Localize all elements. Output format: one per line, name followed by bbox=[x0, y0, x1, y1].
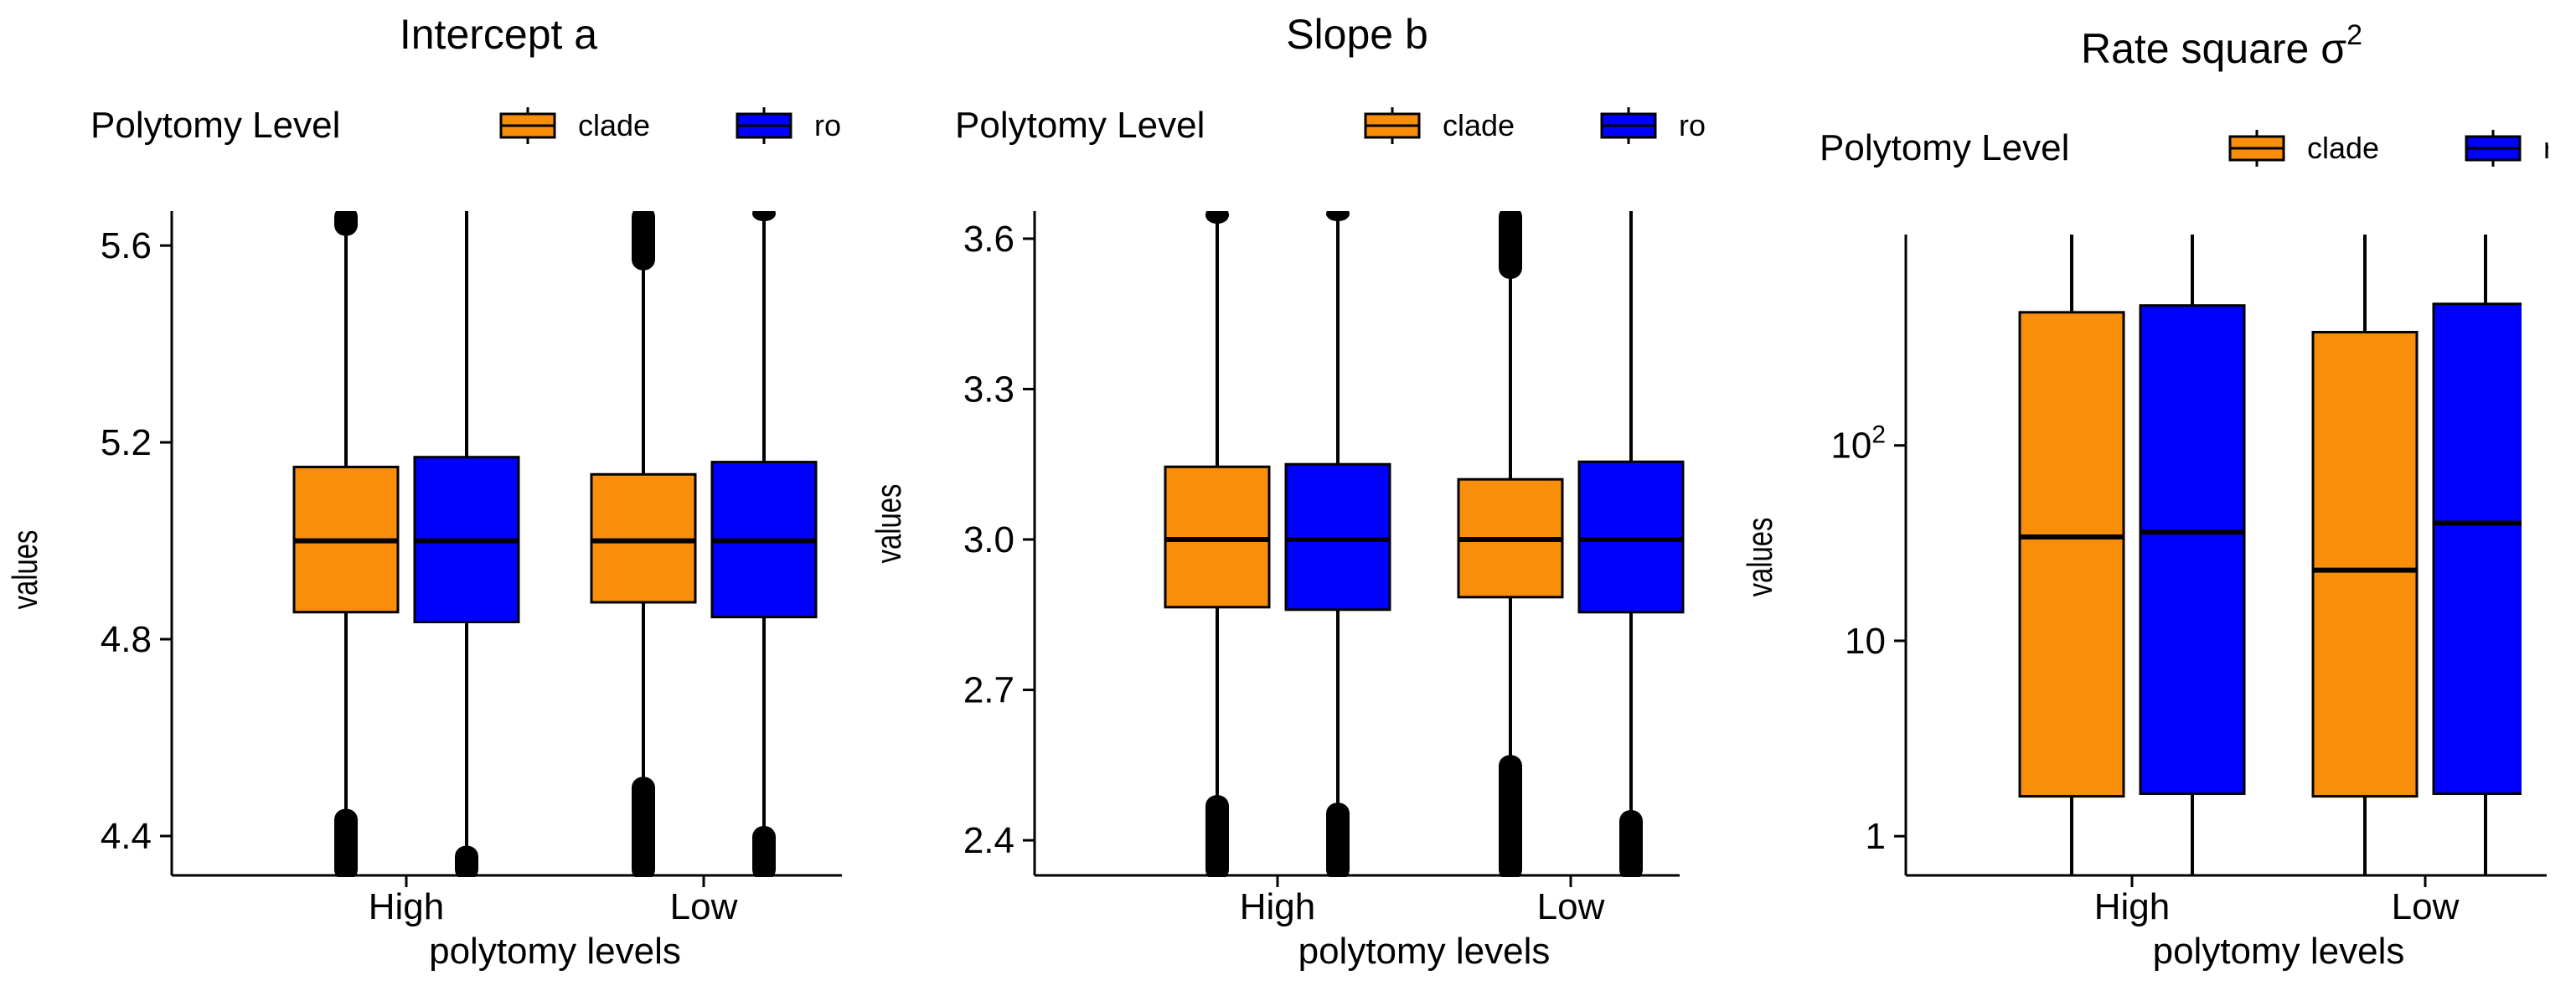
legend: Polytomy Level clade ro bbox=[90, 105, 841, 146]
box-body bbox=[2311, 330, 2419, 798]
outlier-band bbox=[632, 777, 655, 877]
y-tick-label: 5.2 bbox=[101, 422, 152, 463]
legend-label-ro: ro bbox=[1679, 108, 1706, 142]
box-ro-high bbox=[1284, 211, 1391, 877]
x-axis-label: polytomy levels bbox=[2153, 931, 2405, 972]
x-tick-label: Low bbox=[1537, 886, 1605, 927]
outlier-band bbox=[752, 826, 776, 877]
x-tick-label: High bbox=[2094, 886, 2171, 927]
legend-label-clade: clade bbox=[1443, 108, 1515, 142]
box-clade-low bbox=[2311, 235, 2419, 875]
box-ro-low bbox=[2432, 235, 2522, 875]
box-clade-high bbox=[1164, 211, 1271, 877]
x-axis-label: polytomy levels bbox=[429, 931, 681, 972]
y-tick-label: 4.8 bbox=[101, 619, 152, 660]
panel-1: Intercept a Polytomy Level clade ro 4.4 4.8 5.… bbox=[5, 11, 842, 972]
y-axis-label: values bbox=[1740, 518, 1779, 597]
x-tick-label: High bbox=[369, 886, 445, 927]
y-tick-label: 3.6 bbox=[963, 219, 1014, 260]
box-ro-high bbox=[2139, 235, 2246, 875]
x-tick-label: Low bbox=[2392, 886, 2460, 927]
legend-key-clade bbox=[1364, 107, 1421, 144]
plot-area bbox=[292, 211, 818, 877]
y-tick-label: 102 bbox=[1830, 421, 1886, 467]
box-body bbox=[2139, 304, 2246, 795]
outlier-band bbox=[632, 211, 655, 271]
plot-area bbox=[1164, 211, 1685, 877]
y-axis-label: values bbox=[869, 484, 908, 564]
y-tick-label: 3.3 bbox=[963, 369, 1014, 410]
panel-2: Slope b Polytomy Level clade ro 2.4 2.7 3.0 3.3… bbox=[869, 11, 1706, 972]
box-ro-high bbox=[413, 211, 520, 877]
box-clade-low bbox=[590, 211, 697, 877]
box-body bbox=[2018, 311, 2125, 798]
legend: Polytomy Level clade ro bbox=[1820, 127, 2570, 168]
x-axis-label: polytomy levels bbox=[1298, 931, 1551, 972]
outlier-band bbox=[1326, 803, 1350, 877]
legend-label-clade: clade bbox=[578, 108, 650, 142]
y-tick-label: 4.4 bbox=[101, 816, 152, 857]
box-body bbox=[2432, 302, 2522, 795]
x-tick-label: Low bbox=[670, 886, 738, 927]
y-tick-label: 2.4 bbox=[963, 820, 1014, 861]
legend-key-clade bbox=[499, 107, 556, 144]
box-clade-low bbox=[1457, 211, 1564, 877]
chart-title: Slope b bbox=[1286, 11, 1428, 58]
plot-area bbox=[2018, 235, 2522, 875]
panel-3: Rate square σ2 Polytomy Level clade ro 1 10 10… bbox=[1740, 19, 2570, 972]
x-tick-label: High bbox=[1240, 886, 1316, 927]
outlier-band bbox=[752, 211, 776, 221]
box-ro-low bbox=[710, 211, 818, 877]
legend-label-ro: ro bbox=[814, 108, 841, 142]
legend-key-clade bbox=[2228, 130, 2285, 167]
legend-label-ro: ro bbox=[2543, 131, 2570, 165]
legend-key-ro bbox=[2465, 130, 2522, 167]
legend-title: Polytomy Level bbox=[1820, 127, 2069, 168]
box-clade-high bbox=[292, 211, 400, 877]
outlier-band bbox=[334, 808, 358, 877]
y-axis-label: values bbox=[5, 530, 44, 610]
legend-title: Polytomy Level bbox=[90, 105, 340, 146]
y-tick-label: 2.7 bbox=[963, 670, 1014, 711]
legend-key-ro bbox=[1600, 107, 1657, 144]
legend: Polytomy Level clade ro bbox=[955, 105, 1706, 146]
chart-title: Intercept a bbox=[400, 11, 597, 58]
outlier-band bbox=[1499, 211, 1522, 279]
legend-label-clade: clade bbox=[2307, 131, 2379, 165]
y-tick-label: 1 bbox=[1866, 816, 1886, 857]
outlier-band bbox=[1326, 211, 1350, 221]
outlier-band bbox=[1499, 755, 1522, 877]
y-tick-label: 5.6 bbox=[101, 225, 152, 266]
outlier-band bbox=[455, 845, 478, 877]
outlier-band bbox=[1619, 810, 1643, 877]
box-ro-low bbox=[1577, 211, 1685, 877]
box-clade-high bbox=[2018, 235, 2125, 875]
outlier-band bbox=[1205, 211, 1229, 224]
chart-title: Rate square σ2 bbox=[2081, 19, 2362, 72]
legend-title: Polytomy Level bbox=[955, 105, 1205, 146]
y-tick-label: 3.0 bbox=[963, 519, 1014, 560]
legend-key-ro bbox=[736, 107, 792, 144]
y-tick-label: 10 bbox=[1845, 621, 1886, 662]
outlier-band bbox=[1205, 795, 1229, 877]
outlier-band bbox=[334, 211, 358, 236]
